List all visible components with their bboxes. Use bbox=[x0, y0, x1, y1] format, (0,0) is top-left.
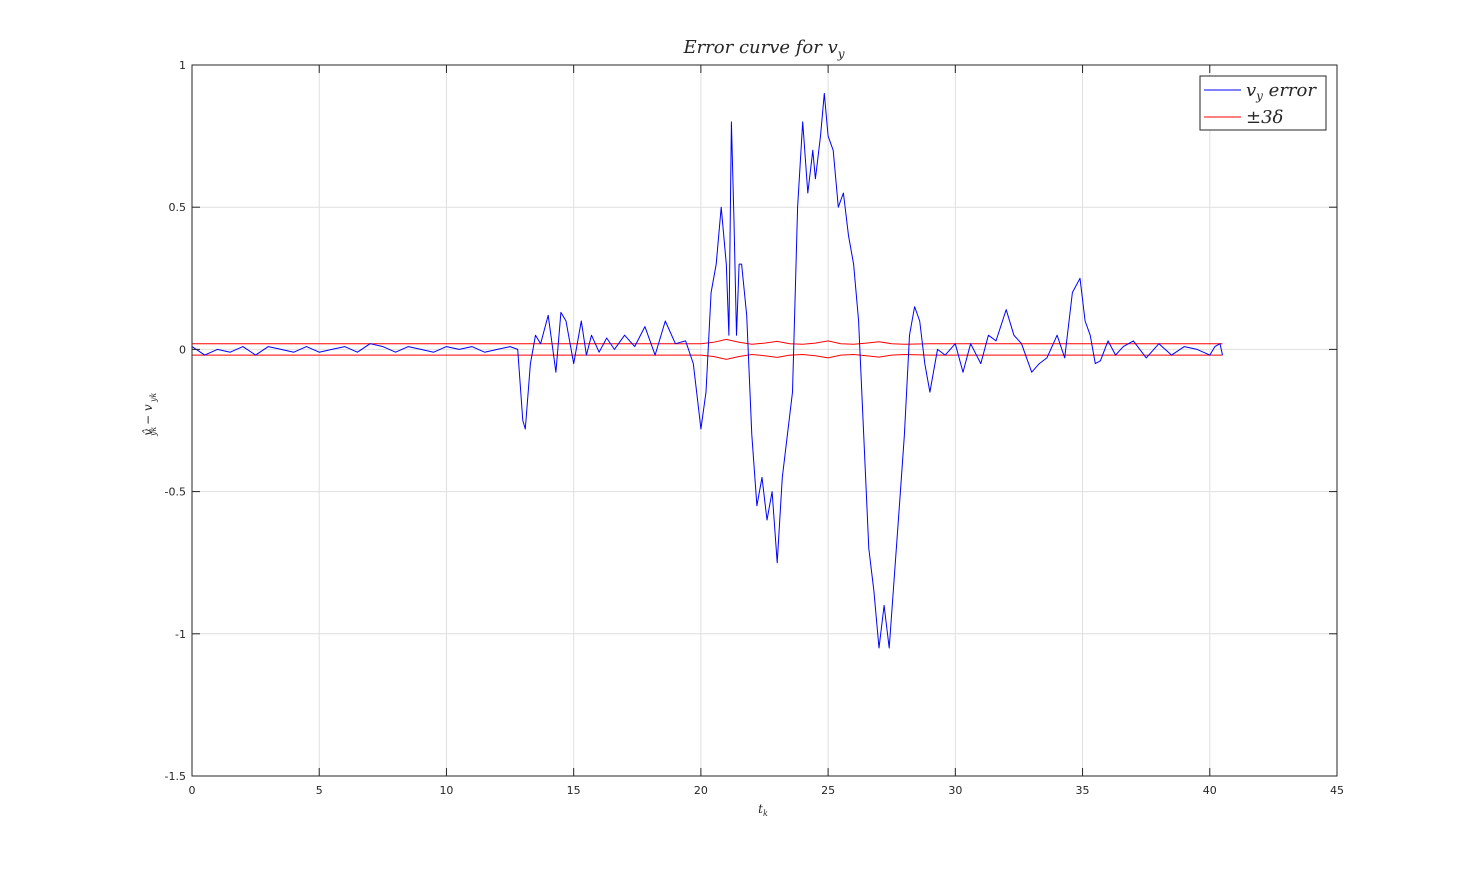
plot-frame bbox=[191, 64, 1338, 777]
error-line bbox=[191, 92, 1223, 649]
x-tick-label: 10 bbox=[439, 784, 453, 797]
chart-title: Error curve for vy bbox=[682, 37, 844, 61]
x-tick-label: 35 bbox=[1076, 784, 1090, 797]
x-axis-label: tk bbox=[758, 802, 768, 818]
x-tick-label: 0 bbox=[189, 784, 196, 797]
x-tick-label: 15 bbox=[567, 784, 581, 797]
y-tick-label: -1 bbox=[175, 628, 186, 641]
y-axis-label-sub-1: yk bbox=[149, 426, 158, 437]
y-tick-label: -0.5 bbox=[165, 486, 186, 499]
x-tick-label: 30 bbox=[948, 784, 962, 797]
y-axis-label-sub-2: yk bbox=[149, 392, 158, 403]
plot-area bbox=[192, 65, 1337, 776]
upper-bound-line bbox=[192, 338, 1223, 345]
x-tick-label: 25 bbox=[821, 784, 835, 797]
y-tick-label: -1.5 bbox=[165, 770, 186, 783]
y-tick-label: 0.5 bbox=[169, 201, 187, 214]
legend: vy error ±3δ bbox=[1199, 75, 1327, 131]
ticks: 0 5 10 15 20 25 30 35 40 45 1 0.5 0 -0.5 -1 -1.5 bbox=[165, 59, 1344, 797]
y-tick-label: 1 bbox=[179, 59, 186, 72]
x-tick-label: 20 bbox=[694, 784, 708, 797]
x-tick-label: 40 bbox=[1203, 784, 1217, 797]
series-layer bbox=[191, 92, 1223, 649]
legend-label-error: vy error bbox=[1246, 80, 1317, 103]
y-axis-label: v̂ − v bbox=[141, 404, 155, 435]
x-tick-label: 45 bbox=[1330, 784, 1344, 797]
x-tick-label: 5 bbox=[316, 784, 323, 797]
y-tick-label: 0 bbox=[179, 343, 186, 356]
legend-box bbox=[1199, 75, 1327, 131]
lower-bound-line bbox=[192, 353, 1223, 360]
legend-label-bound: ±3δ bbox=[1246, 107, 1283, 128]
